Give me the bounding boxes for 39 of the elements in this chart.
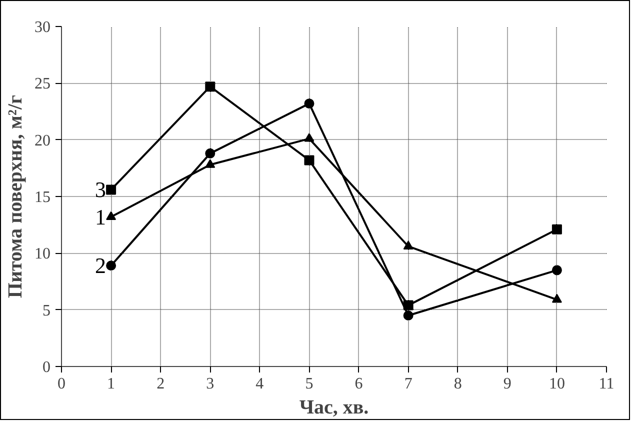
x-tick-label: 7	[404, 376, 412, 392]
y-tick-label: 10	[34, 246, 50, 263]
y-tick-label: 30	[34, 19, 50, 36]
x-tick-label: 4	[256, 376, 264, 392]
y-tick-label: 20	[34, 132, 50, 150]
point	[304, 98, 314, 109]
y-tick-label: 15	[34, 189, 50, 206]
point	[552, 224, 562, 234]
x-tick-label: 8	[454, 376, 462, 392]
point	[205, 82, 216, 92]
x-tick-label: 2	[156, 376, 165, 392]
x-tick-label: 6	[354, 376, 363, 392]
point	[304, 133, 314, 142]
point	[552, 265, 562, 276]
point	[106, 211, 116, 220]
point	[205, 159, 216, 168]
series-label: 3	[95, 177, 106, 202]
x-tick-label: 3	[206, 376, 214, 392]
point	[106, 184, 116, 195]
y-tick-label: 25	[34, 76, 50, 93]
x-tick-label: 0	[58, 376, 66, 392]
y-tick-label: 0	[42, 359, 50, 376]
x-tick-label: 11	[598, 376, 614, 392]
point	[552, 294, 562, 303]
x-axis-title: Час, хв.	[299, 396, 369, 418]
x-tick-label: 9	[503, 376, 512, 392]
y-tick-label: 5	[42, 302, 50, 320]
x-tick-label: 5	[305, 376, 314, 392]
point	[403, 310, 414, 320]
point	[304, 155, 314, 166]
x-tick-label: 1	[107, 376, 116, 392]
point	[403, 240, 414, 250]
series-label: 2	[95, 253, 106, 278]
point	[403, 300, 414, 310]
y-axis-title: Питома поверхня, м²/г	[4, 94, 26, 298]
point	[106, 260, 116, 271]
x-tick-label: 10	[548, 376, 565, 392]
series-label: 1	[95, 204, 106, 230]
point	[205, 148, 216, 158]
